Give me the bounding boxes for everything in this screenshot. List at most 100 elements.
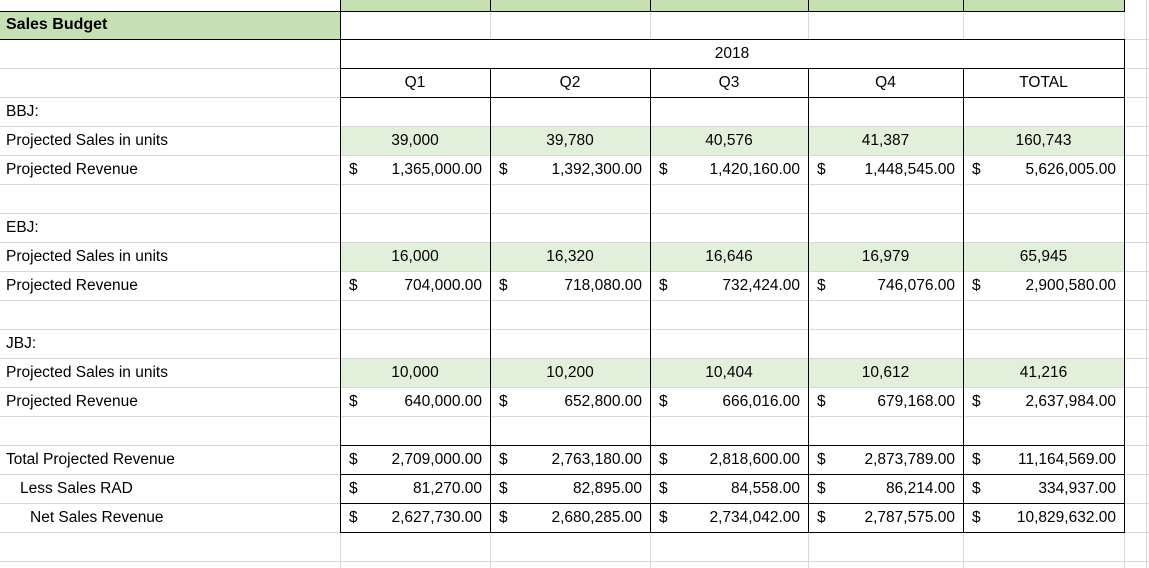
revenue-row-label[interactable]: Projected Revenue bbox=[6, 277, 138, 294]
units-row-label[interactable]: Projected Sales in units bbox=[6, 132, 168, 149]
units-cell[interactable]: 10,404 bbox=[705, 364, 753, 381]
amount: 2,680,285.00 bbox=[551, 509, 642, 526]
col-header-q1[interactable]: Q1 bbox=[404, 74, 426, 91]
net-cell[interactable]: $2,627,730.00 bbox=[340, 503, 490, 532]
rad-cell[interactable]: $86,214.00 bbox=[808, 474, 963, 503]
currency-symbol: $ bbox=[817, 161, 826, 178]
border-line bbox=[963, 0, 964, 11]
revenue-cell[interactable]: $640,000.00 bbox=[340, 387, 490, 416]
border-line bbox=[0, 39, 1125, 40]
currency-symbol: $ bbox=[659, 277, 668, 294]
rad-cell[interactable]: $81,270.00 bbox=[340, 474, 490, 503]
section-label-jbj[interactable]: JBJ: bbox=[6, 335, 37, 352]
amount: 1,448,545.00 bbox=[864, 161, 955, 178]
total-cell[interactable]: $2,873,789.00 bbox=[808, 445, 963, 474]
currency-symbol: $ bbox=[349, 277, 358, 294]
currency-symbol: $ bbox=[659, 161, 668, 178]
units-cell[interactable]: 16,979 bbox=[861, 248, 910, 265]
revenue-cell[interactable]: $1,392,300.00 bbox=[490, 155, 650, 184]
revenue-cell[interactable]: $1,448,545.00 bbox=[808, 155, 963, 184]
net-cell[interactable]: $2,680,285.00 bbox=[490, 503, 650, 532]
revenue-cell[interactable]: $666,016.00 bbox=[650, 387, 808, 416]
units-band-fill bbox=[341, 243, 1124, 271]
border-line bbox=[650, 0, 651, 11]
year-header-cell[interactable]: 2018 bbox=[714, 45, 750, 62]
revenue-total-cell[interactable]: $2,900,580.00 bbox=[963, 271, 1124, 300]
units-cell[interactable]: 41,387 bbox=[861, 132, 910, 149]
revenue-cell[interactable]: $1,420,160.00 bbox=[650, 155, 808, 184]
section-label-ebj[interactable]: EBJ: bbox=[6, 219, 39, 236]
rad-cell[interactable]: $82,895.00 bbox=[490, 474, 650, 503]
units-cell[interactable]: 16,000 bbox=[391, 248, 439, 265]
currency-symbol: $ bbox=[659, 393, 668, 410]
year-cell-fill bbox=[341, 40, 1124, 68]
sheet-title-cell[interactable]: Sales Budget bbox=[6, 16, 108, 33]
net-cell[interactable]: $2,734,042.00 bbox=[650, 503, 808, 532]
currency-symbol: $ bbox=[659, 451, 668, 468]
border-line bbox=[340, 532, 1125, 533]
revenue-total-cell[interactable]: $5,626,005.00 bbox=[963, 155, 1124, 184]
amount: 82,895.00 bbox=[573, 480, 642, 497]
amount: 746,076.00 bbox=[877, 277, 955, 294]
amount: 652,800.00 bbox=[564, 393, 642, 410]
revenue-row-label[interactable]: Projected Revenue bbox=[6, 393, 138, 410]
revenue-cell[interactable]: $1,365,000.00 bbox=[340, 155, 490, 184]
units-row-label[interactable]: Projected Sales in units bbox=[6, 364, 168, 381]
empty-cell[interactable] bbox=[0, 68, 340, 97]
units-cell[interactable]: 10,000 bbox=[391, 364, 439, 381]
amount: 11,164,569.00 bbox=[1018, 451, 1116, 468]
units-total-cell[interactable]: 65,945 bbox=[1019, 248, 1068, 265]
clipped-top-cell bbox=[964, 0, 1124, 11]
currency-symbol: $ bbox=[499, 480, 508, 497]
border-line bbox=[340, 68, 1125, 69]
grand-total-cell[interactable]: $11,164,569.00 bbox=[963, 445, 1124, 474]
units-total-cell[interactable]: 160,743 bbox=[1015, 132, 1072, 149]
rad-total-cell[interactable]: $334,937.00 bbox=[963, 474, 1124, 503]
less-sales-rad-label[interactable]: Less Sales RAD bbox=[20, 480, 133, 497]
border-line bbox=[963, 68, 964, 533]
units-cell[interactable]: 39,780 bbox=[546, 132, 594, 149]
units-cell[interactable]: 16,646 bbox=[705, 248, 753, 265]
border-line bbox=[340, 503, 1125, 504]
currency-symbol: $ bbox=[817, 509, 826, 526]
revenue-cell[interactable]: $746,076.00 bbox=[808, 271, 963, 300]
units-cell[interactable]: 10,612 bbox=[861, 364, 910, 381]
amount: 679,168.00 bbox=[877, 393, 955, 410]
net-cell[interactable]: $2,787,575.00 bbox=[808, 503, 963, 532]
units-cell[interactable]: 40,576 bbox=[705, 132, 753, 149]
total-revenue-label[interactable]: Total Projected Revenue bbox=[6, 451, 175, 468]
col-header-q2[interactable]: Q2 bbox=[559, 74, 581, 91]
section-label-bbj[interactable]: BBJ: bbox=[6, 103, 39, 120]
units-row-label[interactable]: Projected Sales in units bbox=[6, 248, 168, 265]
net-total-cell[interactable]: $10,829,632.00 bbox=[963, 503, 1124, 532]
border-line bbox=[808, 0, 809, 11]
revenue-row: Projected Revenue $1,365,000.00 $1,392,3… bbox=[0, 155, 1149, 184]
col-header-total[interactable]: TOTAL bbox=[1019, 74, 1068, 91]
revenue-cell[interactable]: $704,000.00 bbox=[340, 271, 490, 300]
units-cell[interactable]: 16,320 bbox=[546, 248, 594, 265]
revenue-cell[interactable]: $718,080.00 bbox=[490, 271, 650, 300]
col-header-q4[interactable]: Q4 bbox=[875, 74, 896, 91]
revenue-total-cell[interactable]: $2,637,984.00 bbox=[963, 387, 1124, 416]
revenue-cell[interactable]: $679,168.00 bbox=[808, 387, 963, 416]
net-sales-revenue-row: Net Sales Revenue $2,627,730.00 $2,680,2… bbox=[0, 503, 1149, 532]
currency-symbol: $ bbox=[972, 509, 981, 526]
revenue-row-label[interactable]: Projected Revenue bbox=[6, 161, 138, 178]
border-line bbox=[340, 445, 1125, 446]
currency-symbol: $ bbox=[972, 451, 981, 468]
total-cell[interactable]: $2,763,180.00 bbox=[490, 445, 650, 474]
total-cell[interactable]: $2,818,600.00 bbox=[650, 445, 808, 474]
units-total-cell[interactable]: 41,216 bbox=[1019, 364, 1068, 381]
amount: 81,270.00 bbox=[413, 480, 482, 497]
units-cell[interactable]: 39,000 bbox=[391, 132, 439, 149]
border-line bbox=[1124, 39, 1125, 533]
rad-cell[interactable]: $84,558.00 bbox=[650, 474, 808, 503]
currency-symbol: $ bbox=[817, 480, 826, 497]
total-cell[interactable]: $2,709,000.00 bbox=[340, 445, 490, 474]
revenue-cell[interactable]: $732,424.00 bbox=[650, 271, 808, 300]
col-header-q3[interactable]: Q3 bbox=[718, 74, 740, 91]
amount: 2,873,789.00 bbox=[864, 451, 955, 468]
revenue-cell[interactable]: $652,800.00 bbox=[490, 387, 650, 416]
net-sales-revenue-label[interactable]: Net Sales Revenue bbox=[30, 509, 164, 526]
units-cell[interactable]: 10,200 bbox=[546, 364, 594, 381]
